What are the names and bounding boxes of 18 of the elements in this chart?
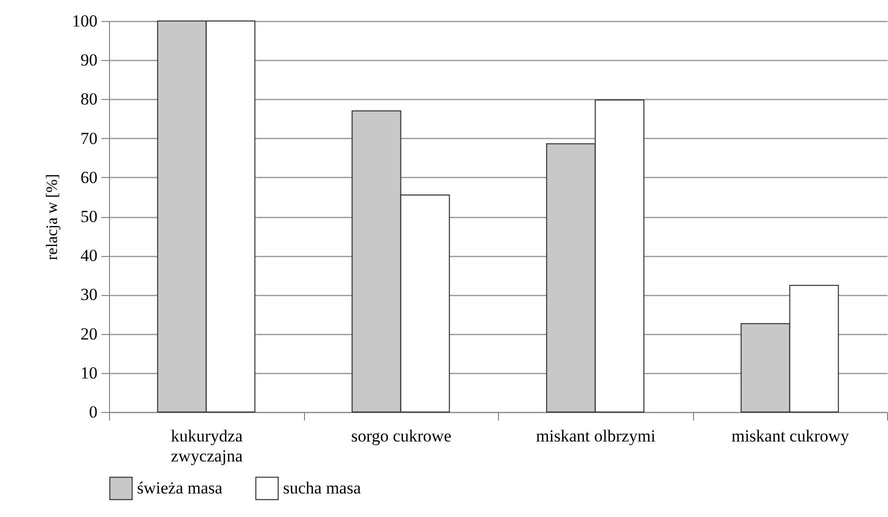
- y-tick-label: 50: [80, 207, 98, 226]
- x-tick-label: sorgo cukrowe: [351, 426, 452, 446]
- y-tick-label: 40: [80, 246, 98, 266]
- legend-label: świeża masa: [137, 478, 223, 498]
- x-tick-label: kukurydza zwyczajna: [170, 426, 244, 466]
- y-tick-label: 70: [80, 128, 98, 148]
- y-tick-label: 0: [89, 402, 98, 422]
- y-tick-label: 60: [80, 168, 98, 187]
- legend-label: sucha masa: [283, 478, 362, 498]
- x-tick-label: miskant cukrowy: [731, 426, 850, 446]
- x-tick-label: miskant olbrzymi: [536, 426, 656, 446]
- y-tick-label: 80: [80, 90, 98, 109]
- y-axis-title: relacja w [%]: [44, 174, 61, 260]
- y-tick-label: 10: [80, 363, 98, 382]
- y-tick-label: 100: [72, 12, 98, 30]
- y-tick-label: 90: [80, 50, 98, 70]
- y-tick-label: 30: [80, 285, 98, 304]
- y-tick-label: 20: [80, 324, 98, 344]
